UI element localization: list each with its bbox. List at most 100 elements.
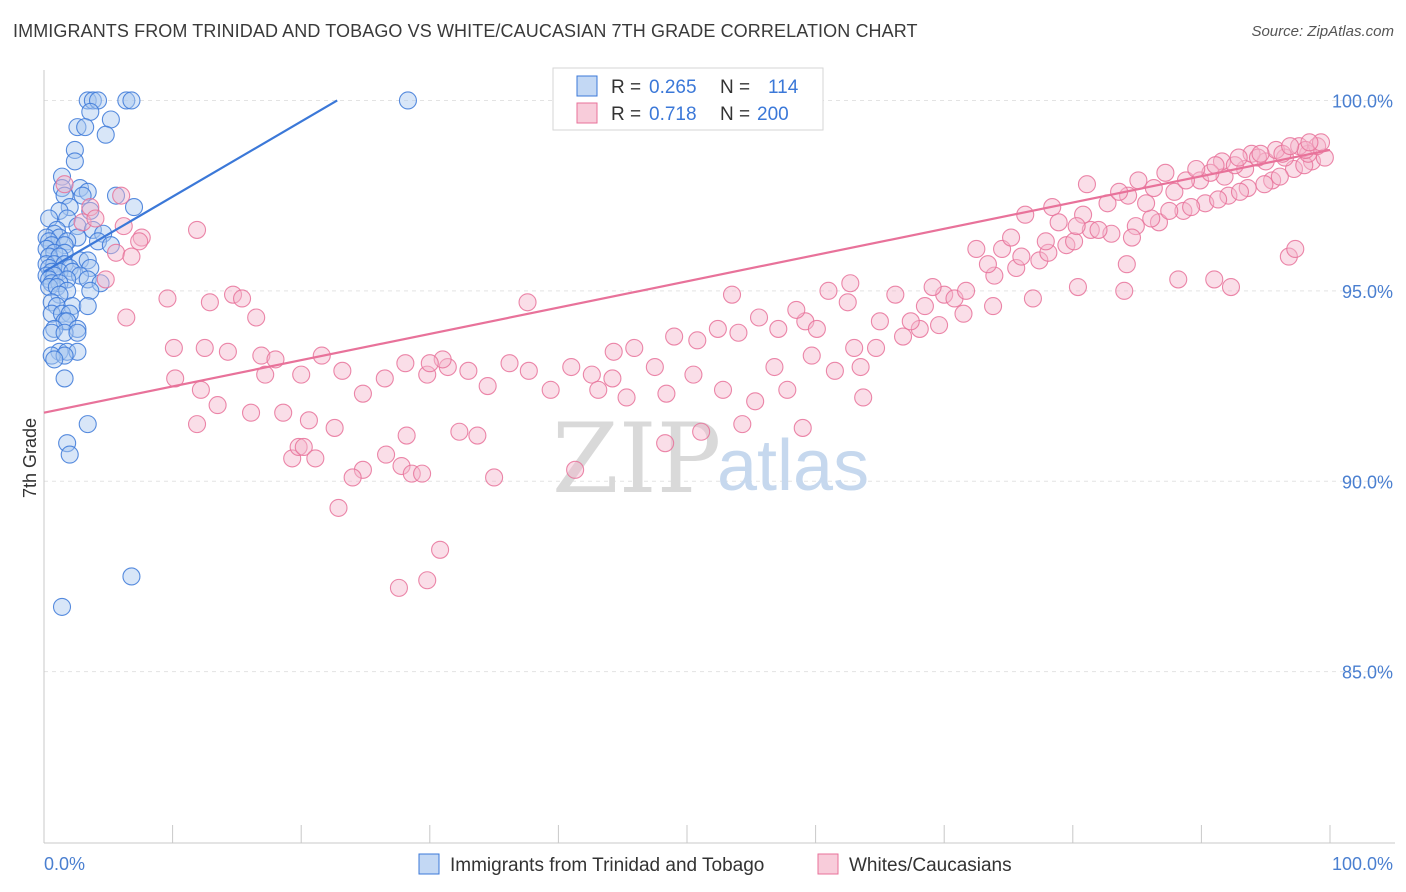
point-trinidad-89 — [45, 350, 64, 369]
point-white-191 — [603, 369, 622, 388]
trend-line-whites — [43, 148, 1331, 414]
point-white-161 — [665, 327, 684, 346]
point-white-29 — [274, 403, 293, 422]
point-white-21 — [252, 346, 271, 365]
point-white-0 — [55, 175, 74, 194]
legend-r-label-2: R = — [611, 104, 641, 125]
point-white-80 — [1007, 258, 1026, 278]
point-white-72 — [1279, 247, 1298, 266]
point-white-147 — [1002, 228, 1021, 247]
point-white-194 — [389, 578, 408, 597]
point-white-31 — [325, 418, 344, 437]
point-trinidad-93 — [60, 445, 79, 464]
point-white-15 — [200, 293, 219, 312]
point-white-131 — [1229, 148, 1248, 167]
bottom-legend-label-2: Whites/Caucasians — [849, 855, 1012, 876]
watermark: ZIP atlas — [552, 403, 869, 515]
point-trinidad-88 — [55, 346, 74, 365]
bottom-legend-swatch-blue — [418, 853, 440, 875]
point-trinidad-83 — [68, 323, 87, 342]
point-white-186 — [802, 346, 821, 365]
legend-n-value-1: 114 — [768, 77, 799, 98]
point-trinidad-38 — [55, 236, 74, 255]
point-white-70 — [1205, 270, 1224, 289]
point-white-151 — [923, 277, 942, 297]
point-white-169 — [500, 354, 519, 373]
trend-lines — [43, 99, 1331, 414]
point-white-35 — [306, 449, 325, 468]
point-white-164 — [604, 342, 623, 361]
point-white-13 — [223, 285, 243, 304]
point-white-173 — [418, 365, 437, 384]
point-white-132 — [1251, 144, 1270, 163]
point-white-57 — [845, 338, 864, 358]
point-trinidad-95 — [52, 597, 72, 616]
point-trinidad-65 — [40, 277, 59, 297]
point-white-157 — [749, 308, 769, 327]
point-trinidad-29 — [83, 220, 102, 239]
point-white-152 — [886, 285, 905, 304]
point-white-134 — [1300, 133, 1319, 152]
point-white-183 — [657, 384, 676, 403]
point-white-20 — [218, 342, 237, 361]
point-white-188 — [778, 380, 797, 399]
point-white-18 — [164, 338, 183, 358]
point-white-47 — [656, 434, 675, 453]
point-white-140 — [1077, 175, 1096, 194]
point-trinidad-69 — [50, 285, 69, 304]
point-trinidad-82 — [55, 323, 74, 342]
point-white-59 — [866, 338, 886, 358]
point-white-163 — [625, 338, 644, 358]
point-white-44 — [468, 426, 487, 445]
point-white-7 — [130, 232, 149, 251]
point-white-43 — [450, 422, 469, 441]
point-trinidad-5 — [398, 91, 417, 110]
point-white-168 — [519, 361, 538, 380]
point-white-89 — [1219, 186, 1238, 205]
point-white-9 — [106, 243, 126, 262]
point-white-68 — [1117, 255, 1136, 274]
point-white-171 — [459, 361, 478, 380]
x-tick-label-max: 100.0% — [1332, 854, 1393, 874]
y-tick-label-100: 100.0% — [1332, 91, 1393, 111]
watermark-atlas: atlas — [717, 426, 869, 506]
point-white-104 — [1209, 190, 1228, 209]
point-white-1 — [81, 198, 100, 217]
bottom-legend-label-1: Immigrants from Trinidad and Tobago — [450, 855, 764, 876]
point-white-105 — [1230, 182, 1250, 201]
point-trinidad-90 — [55, 369, 74, 388]
point-white-142 — [1129, 171, 1148, 190]
point-white-181 — [713, 380, 733, 399]
point-trinidad-94 — [122, 567, 141, 586]
point-white-174 — [396, 354, 415, 373]
point-white-66 — [1068, 277, 1087, 297]
point-white-17 — [247, 308, 266, 327]
point-trinidad-9 — [76, 118, 95, 137]
point-white-55 — [722, 285, 742, 304]
point-white-51 — [854, 388, 873, 407]
point-white-39 — [397, 426, 416, 445]
chart-title: IMMIGRANTS FROM TRINIDAD AND TOBAGO VS W… — [13, 21, 918, 41]
point-white-19 — [195, 338, 214, 358]
point-trinidad-25 — [58, 209, 77, 228]
series-trinidad-tobago — [37, 91, 417, 616]
point-white-48 — [692, 422, 711, 441]
point-trinidad-10 — [96, 125, 115, 144]
point-white-109 — [1137, 194, 1156, 213]
point-white-195 — [329, 498, 348, 517]
point-white-75 — [915, 297, 934, 316]
point-white-83 — [1081, 220, 1100, 239]
point-white-146 — [1067, 217, 1086, 236]
point-white-100 — [1122, 228, 1142, 247]
point-white-54 — [893, 327, 913, 346]
point-white-180 — [765, 357, 784, 377]
point-white-85 — [1126, 217, 1145, 236]
point-trinidad-20 — [60, 198, 79, 217]
point-white-197 — [420, 354, 439, 373]
point-white-28 — [187, 415, 207, 434]
point-white-187 — [825, 361, 844, 380]
y-tick-label-95: 95.0% — [1342, 282, 1393, 302]
legend-r-label-1: R = — [611, 77, 641, 98]
point-white-10 — [122, 247, 141, 266]
point-white-34 — [294, 437, 313, 457]
